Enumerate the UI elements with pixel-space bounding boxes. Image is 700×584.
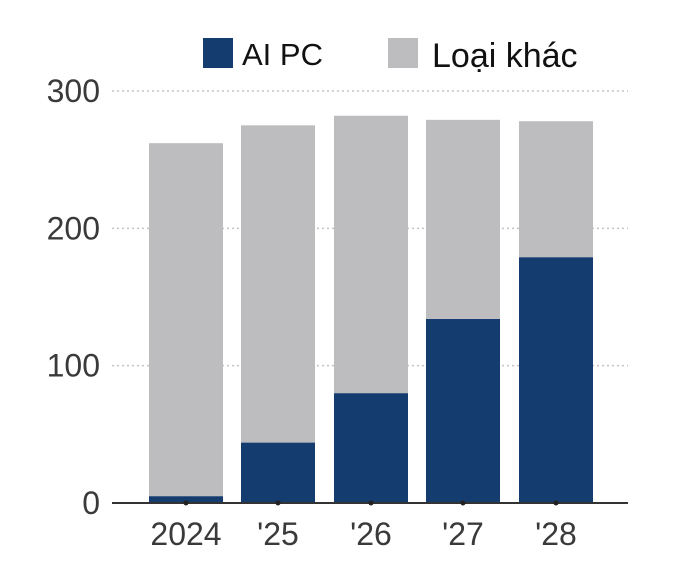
bar-other: [334, 115, 408, 394]
x-tick-mark: [553, 500, 559, 506]
bars: [149, 115, 593, 503]
x-tick-label: 2024: [150, 516, 221, 552]
bar-ai-pc: [519, 257, 593, 503]
bar-ai-pc: [334, 393, 408, 503]
x-tick-label: '27: [442, 516, 484, 552]
bar-other: [519, 121, 593, 258]
bar-ai-pc: [149, 496, 223, 503]
legend-swatch-other: [388, 38, 418, 68]
x-tick-mark: [368, 500, 374, 506]
x-tick-mark: [275, 500, 281, 506]
x-tick-label: '28: [535, 516, 577, 552]
x-tick-label: '25: [257, 516, 299, 552]
y-tick-label: 0: [82, 485, 100, 521]
bar-ai-pc: [426, 318, 500, 503]
bar-other: [149, 143, 223, 497]
bar-other: [241, 125, 315, 443]
y-tick-label: 300: [47, 73, 100, 109]
x-axis: 2024 '25 '26 '27 '28: [150, 500, 577, 552]
x-tick-label: '26: [350, 516, 392, 552]
legend-swatch-ai-pc: [203, 38, 233, 68]
x-tick-mark: [183, 500, 189, 506]
y-tick-label: 100: [47, 348, 100, 384]
x-tick-mark: [460, 500, 466, 506]
legend-label-other: Loại khác: [432, 37, 578, 75]
y-axis: 0 100 200 300: [47, 73, 100, 521]
bar-other: [426, 119, 500, 319]
bar-ai-pc: [241, 442, 315, 503]
legend-label-ai-pc: AI PC: [242, 37, 323, 72]
y-tick-label: 200: [47, 210, 100, 246]
legend: AI PC Loại khác: [203, 37, 578, 75]
